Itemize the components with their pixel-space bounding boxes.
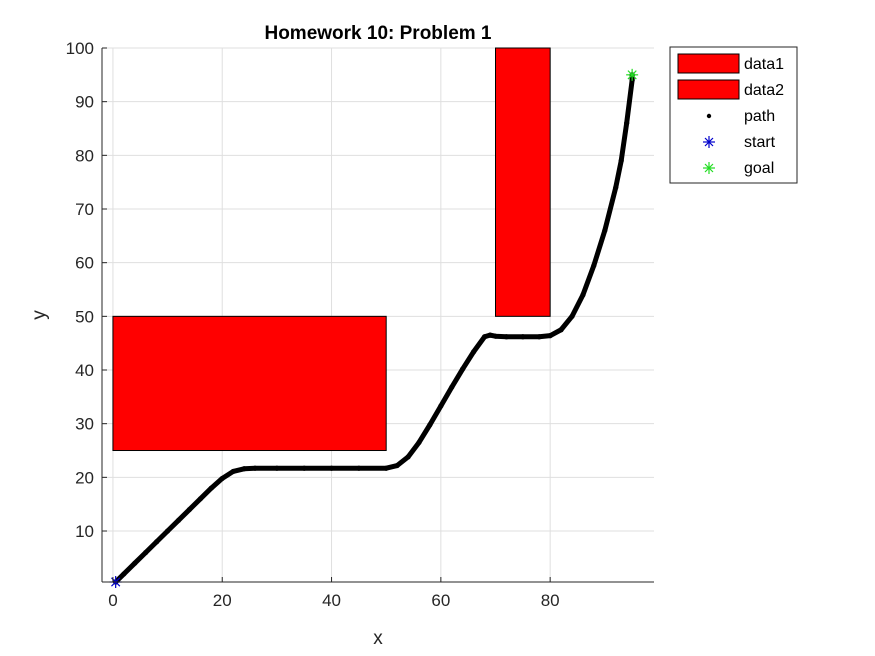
legend-label-path: path <box>744 108 775 125</box>
x-tick-label-0: 0 <box>108 591 117 610</box>
path-point-9 <box>208 485 214 491</box>
y-tick-label-6: 70 <box>75 200 94 219</box>
chart-title: Homework 10: Problem 1 <box>264 23 491 44</box>
path-point-7 <box>186 506 193 513</box>
x-tick-label-2: 40 <box>322 591 341 610</box>
path-point-33 <box>547 333 553 339</box>
legend-marker-goal <box>703 162 715 174</box>
path-point-3 <box>143 549 149 556</box>
path-point-20 <box>405 454 411 460</box>
y-tick-label-7: 80 <box>75 146 94 165</box>
legend-marker-path <box>706 113 712 119</box>
path-point-23 <box>438 403 444 409</box>
obstacle-data2 <box>495 47 551 317</box>
path-point-30 <box>503 334 510 340</box>
path-point-22 <box>427 422 433 428</box>
path-point-1 <box>121 571 127 577</box>
path-point-28 <box>487 332 493 338</box>
path-point-17 <box>356 465 362 471</box>
obstacle-data1 <box>112 315 387 452</box>
y-tick-label-5: 60 <box>75 254 94 273</box>
path-point-24 <box>449 384 455 390</box>
path-point-39 <box>613 184 619 191</box>
path-point-10 <box>219 475 225 482</box>
legend-label-data1: data1 <box>744 56 784 73</box>
legend-label-start: start <box>744 134 776 151</box>
path-point-18 <box>383 465 389 471</box>
legend-swatch-data2 <box>677 79 740 100</box>
y-axis-label: y <box>29 310 50 320</box>
path-point-32 <box>536 334 542 340</box>
legend-marker-start <box>703 136 715 148</box>
path-point-40 <box>618 158 624 164</box>
path-point-36 <box>580 292 586 298</box>
y-tick-label-0: 10 <box>75 522 94 541</box>
legend-swatch-data1 <box>677 53 740 74</box>
x-tick-label-3: 60 <box>431 591 450 610</box>
y-tick-label-1: 20 <box>75 468 94 487</box>
path-point-19 <box>394 462 400 469</box>
x-axis-label: x <box>373 628 383 649</box>
legend-label-data2: data2 <box>744 82 784 99</box>
y-tick-label-8: 90 <box>75 93 94 112</box>
path-point-37 <box>591 262 597 268</box>
x-tick-label-1: 20 <box>213 591 232 610</box>
path-point-21 <box>416 439 422 446</box>
path-point-31 <box>520 334 526 340</box>
path-point-12 <box>241 466 247 472</box>
path-point-25 <box>460 366 466 372</box>
y-tick-label-3: 40 <box>75 361 94 380</box>
path-point-14 <box>274 465 280 471</box>
y-tick-label-4: 50 <box>75 307 94 326</box>
path-point-35 <box>569 313 575 319</box>
path-point-8 <box>197 496 203 502</box>
path-point-16 <box>328 465 335 471</box>
path-point-38 <box>602 227 608 234</box>
path-point-4 <box>154 539 160 545</box>
path-point-34 <box>558 327 564 333</box>
y-tick-label-9: 100 <box>66 39 94 58</box>
plot-area <box>102 48 654 582</box>
obstacles <box>112 47 551 452</box>
path-point-5 <box>164 528 171 534</box>
y-tick-label-2: 30 <box>75 415 94 434</box>
path-point-2 <box>132 560 138 566</box>
goal-marker <box>626 68 639 81</box>
legend-label-goal: goal <box>744 160 774 177</box>
axes: 0 20 40 60 80 10 20 30 40 50 60 70 80 90 100 <box>66 39 654 610</box>
path-point-6 <box>175 517 182 523</box>
path-point-11 <box>230 468 236 475</box>
path-point-29 <box>492 333 499 339</box>
legend: data1 data2 path start goal <box>669 46 798 184</box>
path-point-41 <box>624 120 630 126</box>
path-point-15 <box>301 465 307 471</box>
path-point-13 <box>252 465 258 471</box>
x-tick-label-4: 80 <box>541 591 560 610</box>
path-point-27 <box>481 334 488 340</box>
path-point-26 <box>471 349 477 355</box>
